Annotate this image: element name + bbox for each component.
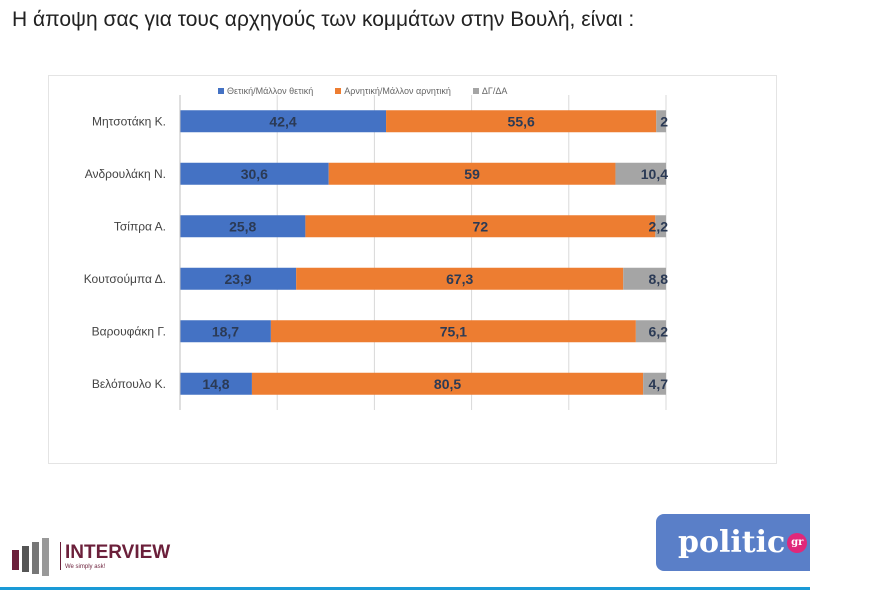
legend-swatch bbox=[472, 88, 479, 94]
politic-badge: gr bbox=[787, 532, 808, 553]
chart-legend: Θετική/Μάλλον θετική Αρνητική/Μάλλον αρν… bbox=[218, 86, 507, 96]
interview-tagline: We simply ask! bbox=[65, 564, 106, 570]
data-label: 14,8 bbox=[202, 376, 229, 392]
category-label: Βαρουφάκη Γ. bbox=[92, 324, 166, 338]
bar-segment bbox=[305, 215, 656, 238]
legend-label: ΔΓ/ΔΑ bbox=[481, 86, 508, 96]
data-label: 23,9 bbox=[224, 271, 251, 287]
data-label: 42,4 bbox=[269, 113, 296, 129]
legend-label: Θετική/Μάλλον θετική bbox=[227, 86, 314, 96]
politic-name: politic bbox=[678, 525, 786, 560]
data-label: 30,6 bbox=[241, 166, 268, 182]
bar-segment bbox=[296, 267, 624, 290]
interview-bars-icon bbox=[12, 538, 49, 576]
data-label: 72 bbox=[473, 218, 489, 234]
bar-segment bbox=[251, 372, 644, 395]
data-label: 4,7 bbox=[649, 376, 669, 392]
bar-segment bbox=[615, 162, 666, 185]
bar-segment bbox=[623, 267, 666, 290]
data-label: 6,2 bbox=[649, 323, 669, 339]
bar-segment bbox=[328, 162, 616, 185]
legend-item: ΔΓ/ΔΑ bbox=[472, 86, 508, 96]
data-label: 18,7 bbox=[212, 323, 239, 339]
category-label: Τσίπρα Α. bbox=[114, 219, 166, 233]
bar-segment bbox=[180, 162, 329, 185]
bar-segment bbox=[656, 110, 666, 133]
bar-segment bbox=[180, 110, 387, 133]
data-label: 59 bbox=[464, 166, 480, 182]
data-label: 10,4 bbox=[641, 166, 668, 182]
data-label: 2,2 bbox=[649, 218, 669, 234]
category-label: Βελόπουλο Κ. bbox=[92, 377, 166, 391]
page-title: Η άποψη σας για τους αρχηγούς των κομμάτ… bbox=[12, 8, 635, 31]
interview-name: INTERVIEW bbox=[65, 542, 171, 563]
legend-swatch bbox=[335, 88, 342, 94]
legend-item: Αρνητική/Μάλλον αρνητική bbox=[335, 86, 451, 96]
category-label: Μητσοτάκη Κ. bbox=[92, 114, 166, 128]
bar-segment bbox=[180, 320, 271, 343]
data-label: 67,3 bbox=[446, 271, 473, 287]
data-label: 2 bbox=[660, 113, 668, 129]
interview-logo: INTERVIEW We simply ask! bbox=[10, 536, 170, 576]
legend-swatch bbox=[218, 88, 224, 94]
data-label: 75,1 bbox=[440, 323, 467, 339]
data-label: 80,5 bbox=[434, 376, 461, 392]
footer-divider bbox=[0, 587, 810, 590]
bar-segment bbox=[386, 110, 657, 133]
legend-item: Θετική/Μάλλον θετική bbox=[218, 86, 313, 96]
bar-segment bbox=[635, 320, 666, 343]
bar-segment bbox=[180, 267, 297, 290]
data-label: 8,8 bbox=[649, 271, 669, 287]
data-label: 25,8 bbox=[229, 218, 256, 234]
bar-segment bbox=[270, 320, 636, 343]
bar-segment bbox=[643, 372, 666, 395]
data-label: 55,6 bbox=[508, 113, 535, 129]
bar-segment bbox=[655, 215, 666, 238]
legend-label: Αρνητική/Μάλλον αρνητική bbox=[344, 86, 451, 96]
category-label: Ανδρουλάκη Ν. bbox=[85, 167, 166, 181]
category-label: Κουτσούμπα Δ. bbox=[84, 272, 166, 286]
politic-logo: politic gr bbox=[656, 514, 810, 571]
bar-segment bbox=[180, 215, 306, 238]
bar-segment bbox=[180, 372, 252, 395]
